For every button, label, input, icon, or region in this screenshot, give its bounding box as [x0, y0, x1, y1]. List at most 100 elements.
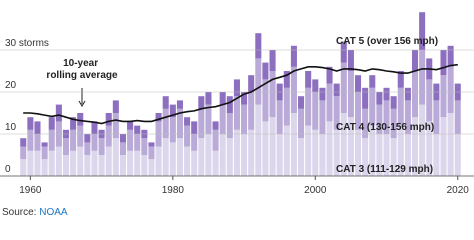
bar-segment — [41, 146, 48, 160]
bar-segment — [34, 121, 41, 134]
bar-segment — [355, 129, 362, 176]
bar-segment — [91, 150, 98, 176]
bar-segment — [376, 134, 383, 176]
bar-segment — [48, 129, 55, 151]
bar-segment — [447, 45, 454, 67]
bar-segment — [127, 150, 134, 176]
bar-segment — [319, 134, 326, 176]
bar-segment — [347, 117, 354, 176]
bar-segment — [84, 134, 91, 143]
bar-segment — [290, 66, 297, 113]
bar-segment — [84, 142, 91, 155]
arrow-head — [78, 100, 86, 107]
source-link[interactable]: NOAA — [39, 207, 68, 218]
bar-segment — [369, 125, 376, 176]
bar-segment — [362, 87, 369, 109]
bar-segment — [84, 155, 91, 176]
bar-segment — [27, 129, 34, 151]
bar-segment — [134, 150, 141, 176]
bar-segment — [362, 138, 369, 176]
bar-segment — [119, 134, 126, 143]
bar-segment — [298, 96, 305, 109]
label-line: rolling average — [46, 70, 118, 81]
bar-segment — [433, 100, 440, 134]
bar-segment — [198, 108, 205, 139]
bar-segment — [383, 134, 390, 176]
bar-segment — [290, 45, 297, 67]
bar-segment — [440, 75, 447, 118]
bar-segment — [340, 62, 347, 113]
bar-segment — [298, 138, 305, 176]
bar-segment — [426, 79, 433, 122]
bar-segment — [333, 83, 340, 97]
y-tick-label: 0 — [5, 164, 11, 175]
bar-segment — [262, 62, 269, 80]
bar-segment — [383, 100, 390, 134]
chart: 0 10 20 30 storms 1960 1980 2000 2020 10-year ro… — [0, 12, 474, 218]
bar-segment — [70, 129, 77, 151]
bar-segment — [48, 117, 55, 130]
bar-segment — [98, 155, 105, 176]
bar-segment — [62, 138, 70, 155]
bar-segment — [426, 121, 433, 176]
bar-segment — [269, 50, 276, 71]
x-tick-label: 2000 — [304, 185, 327, 196]
bar-segment — [98, 138, 105, 155]
bar-segment — [169, 117, 176, 143]
bar-segment — [419, 50, 426, 105]
bar-segment — [184, 146, 191, 176]
bar-segment — [148, 159, 155, 176]
bar-segment — [20, 138, 27, 147]
bar-segment — [440, 117, 447, 176]
bar-segment — [333, 96, 340, 130]
bar-segment — [233, 96, 240, 130]
bar-segment — [312, 129, 319, 176]
y-tick-label: 10 — [5, 122, 17, 133]
bar-segment — [205, 134, 212, 176]
bar-segment — [454, 134, 461, 176]
bar-segment — [27, 150, 34, 176]
bar-segment — [62, 155, 70, 176]
bar-segment — [248, 75, 255, 92]
x-tick-label: 1980 — [162, 185, 185, 196]
bar-segment — [305, 125, 312, 176]
bar-segment — [162, 108, 169, 139]
bar-segment — [447, 113, 454, 176]
bar-segment — [141, 155, 148, 176]
bar-segment — [369, 75, 376, 88]
bar-segment — [298, 108, 305, 139]
bar-segment — [241, 104, 248, 134]
bar-segment — [184, 117, 191, 126]
bar-segment — [326, 83, 333, 122]
bar-segment — [112, 113, 119, 139]
bar-segment — [404, 134, 411, 176]
bar-segment — [269, 71, 276, 118]
bar-segment — [55, 104, 62, 122]
bar-segment — [176, 138, 183, 176]
bar-segment — [34, 150, 41, 176]
bar-segment — [319, 100, 326, 134]
bar-segment — [27, 117, 34, 130]
bar-segment — [411, 50, 419, 71]
bar-segment — [390, 108, 397, 139]
bar-segment — [198, 96, 205, 109]
bar-segment — [233, 79, 240, 97]
bar-segment — [105, 125, 112, 147]
bar-segment — [127, 121, 134, 130]
bar-segment — [55, 146, 62, 176]
bar-segment — [169, 142, 176, 176]
bar-segment — [255, 58, 262, 105]
series-label: 10-year rolling average — [46, 58, 118, 81]
bar-segment — [333, 129, 340, 176]
bar-segment — [205, 104, 212, 134]
source: Source: NOAA — [2, 207, 68, 218]
bar-segment — [255, 104, 262, 176]
bar-segment — [248, 129, 255, 176]
bar-segment — [226, 113, 233, 139]
bar-segment — [397, 71, 404, 88]
bar-segment — [77, 146, 84, 176]
bar-segment — [312, 92, 319, 130]
bar-segment — [290, 113, 297, 176]
bar-segment — [91, 121, 98, 134]
bar-segment — [433, 134, 440, 176]
